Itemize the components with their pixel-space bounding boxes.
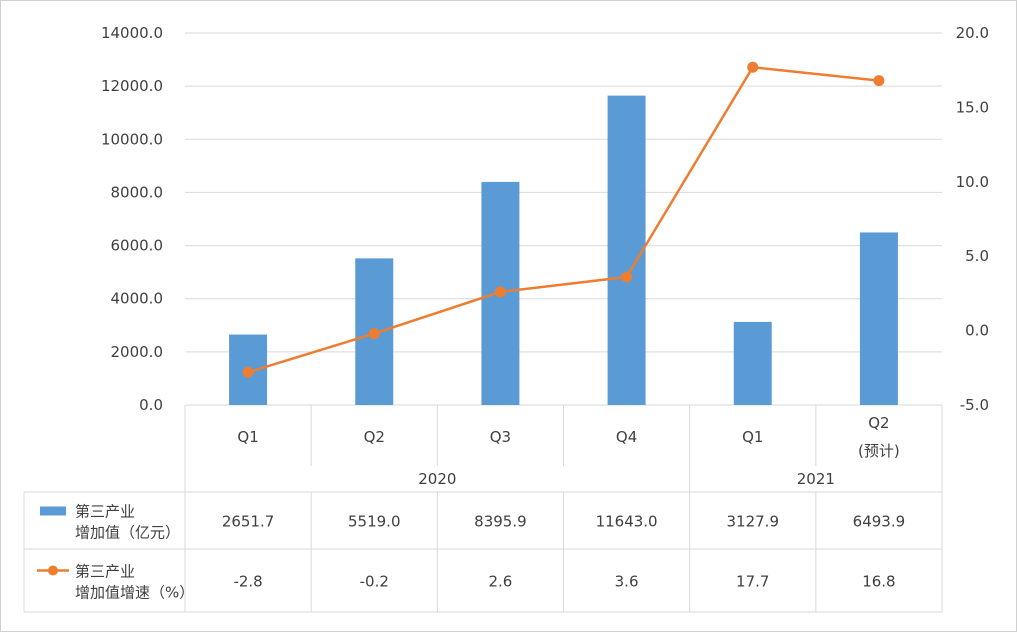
line-series — [242, 61, 885, 378]
legend-label: 第三产业 — [75, 563, 135, 581]
line-point — [621, 271, 633, 283]
y-left-tick-label: 14000.0 — [101, 24, 163, 42]
category-label: Q4 — [616, 428, 637, 446]
y-left-tick-label: 12000.0 — [101, 77, 163, 95]
y-left-tick-label: 2000.0 — [111, 343, 164, 361]
line-point — [747, 61, 759, 73]
left-axis-ticks: 0.0 2000.0 4000.0 6000.0 8000.0 10000.0 12000.… — [101, 24, 163, 414]
bar — [859, 232, 898, 405]
category-sublabel: (预计) — [858, 442, 900, 460]
table-cell-value: 2.6 — [488, 573, 512, 591]
bar — [607, 95, 646, 406]
bar — [733, 321, 772, 405]
line-point — [368, 328, 380, 340]
table-cell-value: 3127.9 — [727, 513, 780, 531]
y-left-tick-label: 8000.0 — [111, 183, 164, 201]
y-right-tick-label: -5.0 — [960, 396, 989, 414]
y-right-tick-label: 0.0 — [965, 322, 989, 340]
bar-series — [229, 95, 898, 406]
y-left-tick-label: 0.0 — [139, 396, 163, 414]
table-cell-value: 2651.7 — [222, 513, 275, 531]
y-right-tick-label: 10.0 — [956, 173, 989, 191]
gridlines — [185, 32, 942, 406]
y-left-tick-label: 10000.0 — [101, 130, 163, 148]
line-point — [494, 286, 506, 298]
y-right-tick-label: 20.0 — [956, 24, 989, 42]
legend-label: 增加值（亿元） — [75, 524, 180, 542]
y-right-tick-label: 5.0 — [965, 247, 989, 265]
category-label: Q2 — [868, 414, 889, 432]
category-label: Q2 — [364, 428, 385, 446]
table-cell-value: 3.6 — [615, 573, 639, 591]
legend-label: 增加值增速（%） — [75, 584, 194, 602]
y-right-tick-label: 15.0 — [956, 98, 989, 116]
group-label: 2021 — [797, 470, 835, 488]
legend-key-bar — [40, 506, 66, 516]
category-label: Q1 — [237, 428, 258, 446]
table-cell-value: 11643.0 — [596, 513, 658, 531]
table-cell-value: -2.8 — [233, 573, 262, 591]
y-left-tick-label: 6000.0 — [111, 237, 164, 255]
y-left-tick-label: 4000.0 — [111, 290, 164, 308]
category-label: Q3 — [490, 428, 511, 446]
table-cell-value: 16.8 — [862, 573, 895, 591]
table-cell-value: -0.2 — [360, 573, 389, 591]
legend-key-marker — [48, 565, 58, 576]
table-cell-value: 17.7 — [736, 573, 769, 591]
line-point — [242, 366, 254, 378]
table-cell-value: 8395.9 — [474, 513, 527, 531]
right-axis-ticks: -5.0 0.0 5.0 10.0 15.0 20.0 — [956, 24, 989, 414]
line-point — [873, 75, 885, 87]
table-cell-value: 6493.9 — [853, 513, 906, 531]
group-label: 2020 — [418, 470, 456, 488]
table-cell-value: 5519.0 — [348, 513, 401, 531]
category-label: Q1 — [742, 428, 763, 446]
series-line — [247, 65, 880, 374]
legend-label: 第三产业 — [75, 503, 135, 521]
